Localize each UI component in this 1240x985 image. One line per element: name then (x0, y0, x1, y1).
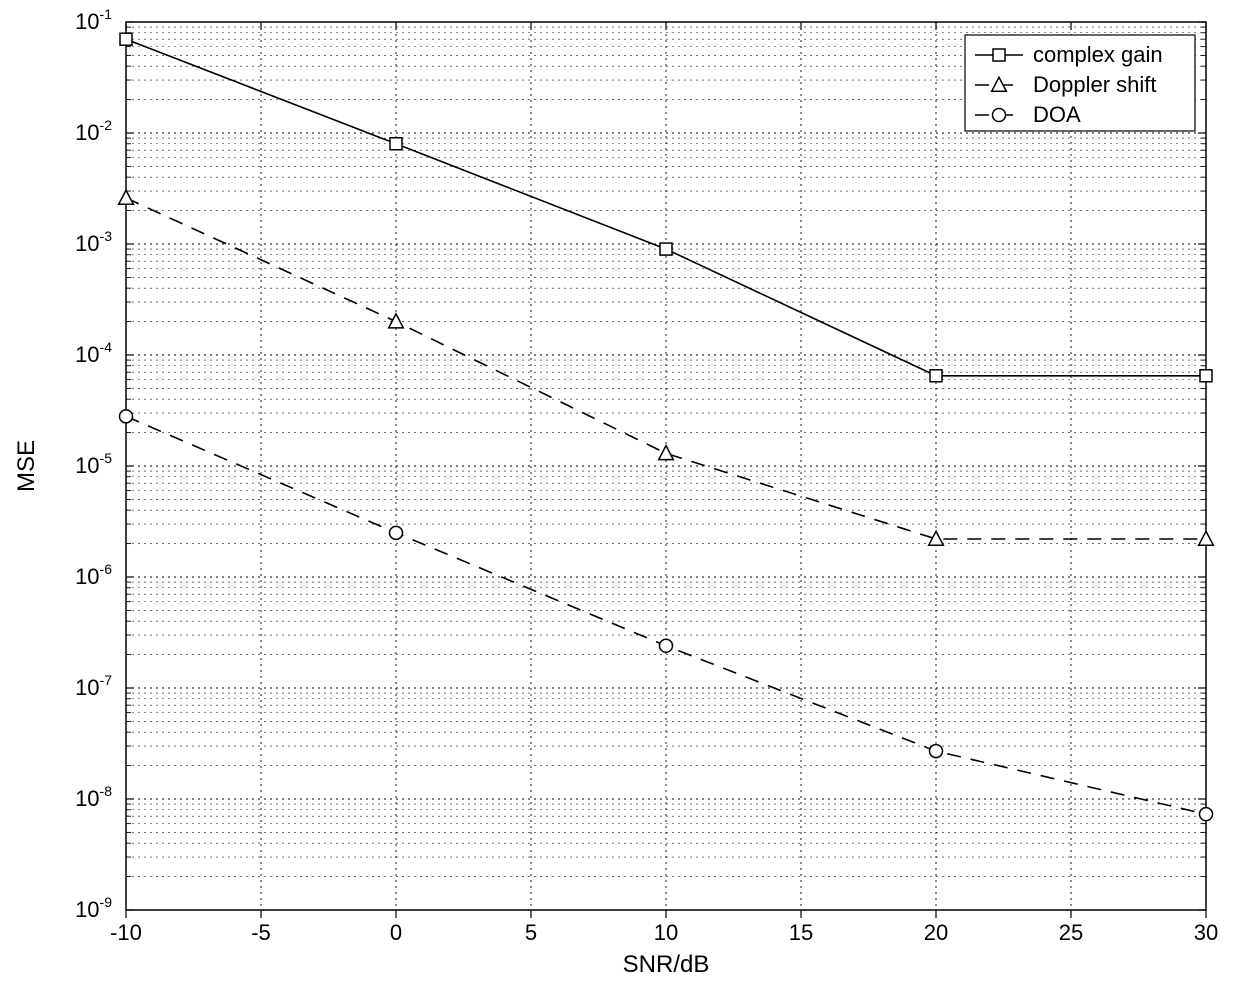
series-marker (1200, 370, 1212, 382)
legend-label: Doppler shift (1033, 72, 1157, 97)
x-tick-label: 10 (654, 920, 678, 945)
x-tick-label: 0 (390, 920, 402, 945)
y-axis-label: MSE (13, 440, 40, 492)
x-tick-label: -5 (251, 920, 271, 945)
series-marker (120, 410, 133, 423)
series-marker (660, 639, 673, 652)
x-tick-label: 5 (525, 920, 537, 945)
series-marker (120, 33, 132, 45)
series-marker (660, 243, 672, 255)
series-marker (1200, 808, 1213, 821)
series-marker (390, 138, 402, 150)
series-marker (930, 370, 942, 382)
legend-label: DOA (1033, 102, 1081, 127)
mse-vs-snr-chart: -10-505101520253010-910-810-710-610-510-… (0, 0, 1240, 985)
x-tick-label: 25 (1059, 920, 1083, 945)
x-tick-label: -10 (110, 920, 142, 945)
x-tick-label: 20 (924, 920, 948, 945)
legend: complex gain Doppler shift DOA (965, 35, 1195, 131)
legend-label: complex gain (1033, 42, 1163, 67)
x-tick-label: 15 (789, 920, 813, 945)
x-axis-label: SNR/dB (623, 951, 710, 978)
x-tick-label: 30 (1194, 920, 1218, 945)
series-marker (390, 526, 403, 539)
series-marker (930, 745, 943, 758)
